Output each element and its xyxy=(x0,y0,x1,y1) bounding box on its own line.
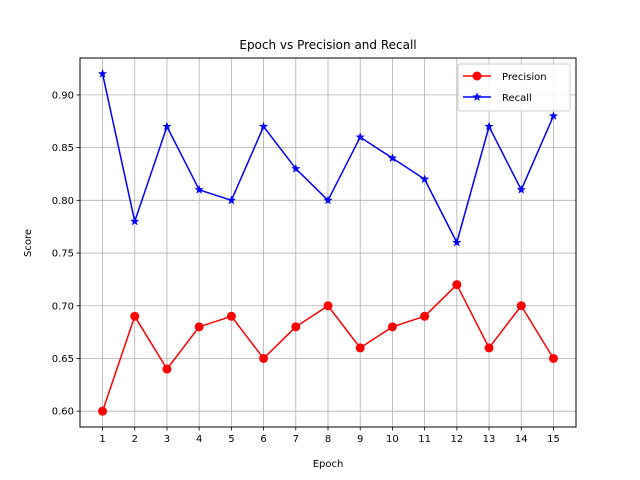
data-point-recall xyxy=(291,163,301,173)
data-point-recall xyxy=(452,237,462,247)
legend: Precision Recall xyxy=(457,63,571,112)
data-point-precision xyxy=(162,364,172,374)
legend-label-recall: Recall xyxy=(502,93,532,104)
x-tick-label: 14 xyxy=(515,434,528,445)
data-point-recall xyxy=(130,216,140,226)
data-point-recall xyxy=(97,69,108,78)
x-tick-label: 13 xyxy=(483,434,496,445)
x-tick-label: 2 xyxy=(132,434,138,445)
y-tick-label: 0.60 xyxy=(52,407,74,418)
data-point-precision xyxy=(484,343,494,353)
x-tick-label: 8 xyxy=(325,434,331,445)
chart-title: Epoch vs Precision and Recall xyxy=(239,38,416,52)
data-point-recall xyxy=(194,184,204,194)
data-point-recall xyxy=(259,121,269,131)
ticks: 1 2 3 4 5 6 7 8 9 10 11 12 13 14 150.600.650.700.750.8… xyxy=(52,90,560,445)
data-point-precision xyxy=(130,311,140,321)
x-tick-label: 15 xyxy=(547,434,560,445)
x-tick-label: 9 xyxy=(357,434,363,445)
data-point-recall xyxy=(162,121,172,131)
x-tick-label: 10 xyxy=(386,434,399,445)
x-tick-label: 12 xyxy=(450,434,463,445)
data-point-precision xyxy=(226,311,236,321)
grid xyxy=(80,58,576,427)
x-tick-label: 11 xyxy=(418,434,431,445)
legend-marker-recall xyxy=(472,92,482,101)
data-point-recall xyxy=(355,132,365,141)
data-point-precision xyxy=(548,353,558,363)
legend-marker-precision xyxy=(472,71,482,81)
series-recall xyxy=(97,69,559,247)
x-tick-label: 6 xyxy=(260,434,266,445)
data-point-recall xyxy=(516,184,526,194)
x-tick-label: 1 xyxy=(99,434,105,445)
x-axis-label: Epoch xyxy=(313,459,344,470)
data-point-precision xyxy=(355,343,365,353)
y-tick-label: 0.70 xyxy=(52,301,74,312)
y-tick-label: 0.80 xyxy=(52,196,74,207)
data-point-recall xyxy=(323,195,333,205)
data-point-precision xyxy=(323,301,333,311)
data-point-recall xyxy=(226,195,236,205)
data-point-precision xyxy=(194,322,204,332)
x-tick-label: 7 xyxy=(293,434,299,445)
y-tick-label: 0.85 xyxy=(52,143,74,154)
data-point-precision xyxy=(387,322,397,332)
y-tick-label: 0.75 xyxy=(52,249,74,260)
x-tick-label: 3 xyxy=(164,434,170,445)
series-layer xyxy=(97,69,559,416)
y-axis-label: Score xyxy=(23,229,34,257)
data-point-precision xyxy=(452,280,462,290)
y-tick-label: 0.90 xyxy=(52,90,74,101)
data-point-precision xyxy=(516,301,526,311)
data-point-recall xyxy=(387,153,397,163)
data-point-precision xyxy=(98,406,108,416)
data-point-precision xyxy=(291,322,301,332)
x-tick-label: 4 xyxy=(196,434,202,445)
data-point-precision xyxy=(259,353,269,363)
x-tick-label: 5 xyxy=(228,434,234,445)
series-precision xyxy=(98,280,558,416)
legend-label-precision: Precision xyxy=(502,72,547,83)
data-point-precision xyxy=(420,311,430,321)
y-tick-label: 0.65 xyxy=(52,354,74,365)
data-point-recall xyxy=(548,111,559,120)
data-point-recall xyxy=(484,121,494,131)
data-point-recall xyxy=(420,174,430,184)
